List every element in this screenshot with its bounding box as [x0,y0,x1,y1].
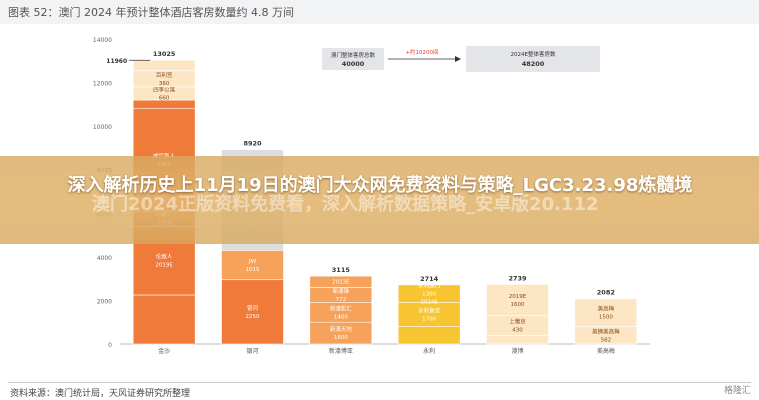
bar-segment [574,298,638,327]
watermark: 格隆汇 [723,386,751,396]
y-tick-label: 2000 [97,298,112,305]
segment-label: 威尼斯人 [153,152,176,160]
bar-total-label: 8920 [243,140,262,148]
figure-title-bar: 图表 52：澳门 2024 年预计整体酒店客房数量约 4.8 万间 [0,0,759,24]
legend-future-value: 48200 [522,60,545,68]
bar-segment [132,294,196,345]
bar-segment [132,59,196,71]
y-tick-label: 12000 [93,81,112,88]
segment-label: 新濠影汇 [330,304,353,312]
segment-label: 伦敦人 [156,253,173,261]
bar-segment [309,275,373,288]
segment-label: 2250 [246,314,260,320]
legend-delta-label: +约10200间 [405,48,438,56]
segment-label: JW [248,259,257,265]
segment-label: 美高梅 [598,305,615,313]
banner-ghost-text: 澳门2024正版资料免费看，深入解析数据策略_安卓版20.112 [92,194,599,215]
segment-label: 1300 [422,292,436,298]
legend-box-current [322,48,384,70]
y-tick-label: 10000 [93,124,112,131]
segment-label: 430 [512,327,523,333]
bar-total-label: 3115 [332,266,351,274]
y-tick-label: 0 [108,342,112,349]
segment-label: 1706 [422,317,436,323]
overlay-banner [0,156,759,244]
segment-label: 660 [159,95,170,101]
segment-label: 永利澳门 [418,282,440,290]
bar-total-label: 2714 [420,275,439,283]
segment-label: 1600 [334,335,348,341]
segment-label: 2024E [420,300,438,306]
annotation-label: 11960 [106,58,127,65]
bar-total-label: 2739 [508,274,527,282]
legend-current-value: 40000 [342,60,365,68]
segment-label: 百利宫 [156,71,173,79]
segment-label: 新濠天地 [330,325,353,333]
legend-box-future [466,46,600,72]
segment-label: 2023E [332,280,350,286]
bar-segment [221,250,284,281]
segment-label: 2019E [155,263,173,269]
x-tick-label: 银河 [246,347,258,354]
y-tick-label: 14000 [93,37,112,44]
footer-divider [8,382,751,383]
bar-segment [397,284,461,303]
bar-segment [397,326,461,345]
bar-segment [486,334,549,345]
source-note: 资料来源：澳门统计局，天风证券研究所整理 [10,389,191,399]
segment-label: 772 [336,297,347,303]
x-tick-label: 澳博 [511,347,523,354]
legend-current-label: 澳门整体客房总数 [331,51,376,59]
bar-total-label: 2082 [597,289,615,297]
figure-title: 图表 52：澳门 2024 年预计整体酒店客房数量约 4.8 万间 [8,6,294,19]
segment-label: 银河 [247,304,259,312]
bar-segment [486,284,549,316]
segment-label: 四季公寓 [153,85,176,93]
segment-label: 上葡京 [509,317,526,325]
legend-arrow-head [455,56,461,62]
y-tick-label: 4000 [97,255,112,262]
x-tick-label: 新濠博亚 [329,347,353,354]
bar-total-label: 13025 [153,50,176,58]
segment-label: 1600 [511,302,525,308]
segment-label: 永利皇宫 [418,307,441,315]
x-tick-label: 金沙 [158,347,170,354]
x-tick-label: 永利 [423,347,435,354]
segment-label: 新濠锋 [333,287,350,295]
legend-future-label: 2024E整体客房数 [511,50,556,58]
segment-label: 1400 [334,314,348,320]
segment-label: 582 [601,337,612,343]
banner-headline: 深入解析历史上11月19日的澳门大众网免费资料与策略_LGC3.23.98炼髓境 [67,175,693,196]
bar-segment [221,279,284,345]
segment-label: 1015 [246,267,260,273]
x-tick-label: 美高梅 [597,347,615,354]
segment-label: 2019E [509,294,527,300]
segment-label: 美狮美高梅 [592,327,620,335]
segment-label: 1500 [599,315,613,321]
segment-label: 360 [159,81,170,87]
